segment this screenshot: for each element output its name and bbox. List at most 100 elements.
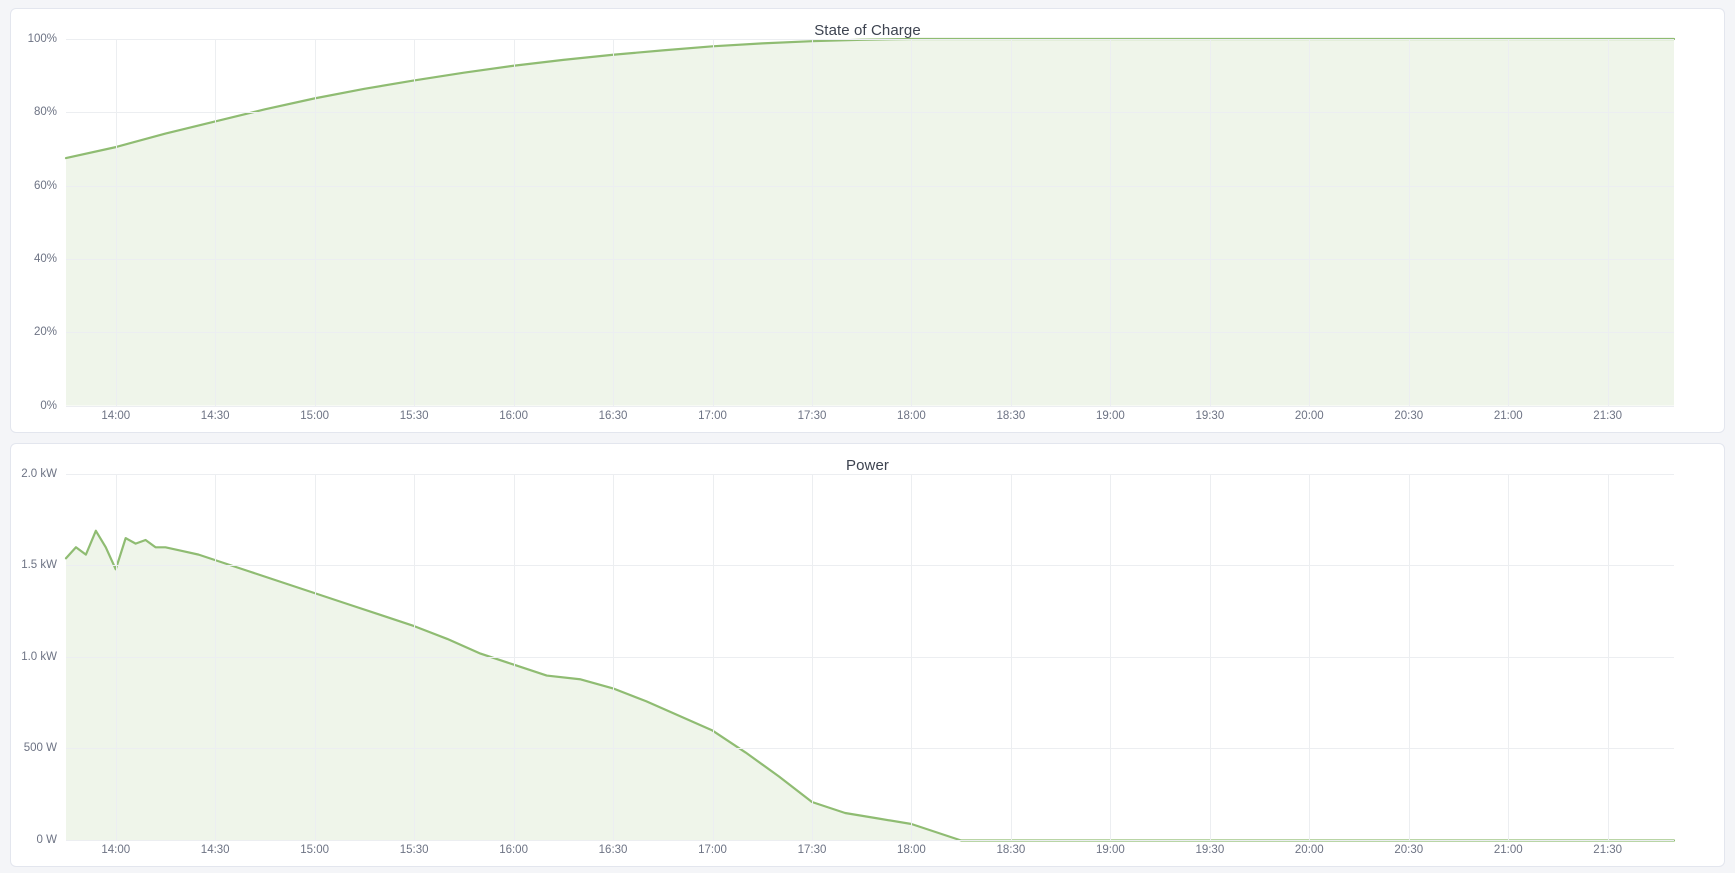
power-gridline-vertical [314,473,316,840]
state-of-charge-y-tick-label: 40% [33,252,57,265]
power-gridline-vertical [811,473,813,840]
power-x-tick-label: 17:30 [797,844,827,856]
power-gridline-vertical [1508,473,1510,840]
power-x-tick-label: 15:30 [399,844,429,856]
power-x-tick-label: 21:00 [1493,844,1523,856]
state-of-charge-x-tick-label: 17:30 [797,409,827,422]
state-of-charge-gridline-vertical [513,39,515,406]
state-of-charge-x-tick-label: 15:30 [399,409,429,422]
y-axis-state-of-charge: 100% 80% 60% 40% 20% 0% [11,33,63,412]
state-of-charge-gridline-vertical [1209,39,1211,406]
power-x-tick-label: 19:00 [1095,844,1125,856]
plot-area-power: 2.0 kW 1.5 kW 1.0 kW 500 W 0 W 14:00 14:30 15:… [11,468,1724,867]
state-of-charge-x-tick-label: 17:00 [698,409,727,422]
state-of-charge-y-tick-label: 0% [40,399,57,412]
power-x-tick-label: 18:00 [897,844,926,856]
power-y-tick-label: 500 W [23,742,57,755]
power-x-tick-label: 18:30 [996,844,1026,856]
state-of-charge-gridline-vertical [1508,39,1510,406]
power-gridline-vertical [215,473,217,840]
state-of-charge-gridline-horizontal [66,39,1674,40]
power-gridline-vertical [1110,473,1112,840]
state-of-charge-x-tick-label: 16:30 [598,409,628,422]
state-of-charge-y-tick-label: 60% [33,179,57,192]
power-gridline-horizontal [66,473,1674,475]
power-x-tick-label: 20:00 [1294,844,1324,856]
power-gridline-vertical [115,473,117,840]
power-y-tick-label: 2.0 kW [21,467,57,480]
state-of-charge-gridline-horizontal [66,332,1674,334]
power-x-tick-label: 16:30 [598,844,628,856]
power-gridline-vertical [1209,473,1211,840]
power-gridline-vertical [712,473,714,840]
power-area-fill [66,530,1674,840]
state-of-charge-x-tick-label: 20:30 [1394,409,1424,422]
state-of-charge-gridline-horizontal [66,112,1674,114]
power-x-tick-label: 15:00 [300,844,330,856]
state-of-charge-x-tick-label: 20:00 [1294,409,1324,422]
power-gridline-vertical [1309,473,1311,840]
series-state-of-charge [66,39,1674,406]
plot-canvas-power [66,473,1674,841]
state-of-charge-gridline-vertical [911,39,913,406]
power-gridline-vertical [513,473,515,840]
state-of-charge-gridline-vertical [613,39,615,406]
power-gridline-horizontal [66,840,1674,841]
power-x-tick-label: 14:30 [200,844,230,856]
state-of-charge-gridline-vertical [1309,39,1311,406]
power-y-tick-label: 1.0 kW [21,650,57,663]
power-gridline-vertical [414,473,416,840]
state-of-charge-x-tick-label: 21:30 [1593,409,1623,422]
power-y-tick-label: 0 W [36,834,57,846]
x-axis-state-of-charge: 14:00 14:30 15:00 15:30 16:00 16:30 17:00 17:30… [66,406,1674,432]
panel-title-state-of-charge: State of Charge [814,22,921,39]
state-of-charge-gridline-vertical [1010,39,1012,406]
state-of-charge-gridline-vertical [1408,39,1410,406]
state-of-charge-gridline-vertical [115,39,117,406]
state-of-charge-gridline-vertical [712,39,714,406]
y-axis-power: 2.0 kW 1.5 kW 1.0 kW 500 W 0 W [11,468,63,847]
state-of-charge-gridline-vertical [1110,39,1112,406]
state-of-charge-x-tick-label: 18:00 [897,409,926,422]
power-gridline-horizontal [66,565,1674,567]
power-gridline-vertical [911,473,913,840]
panel-title-power: Power [845,456,890,474]
power-gridline-horizontal [66,656,1674,658]
power-gridline-horizontal [66,748,1674,750]
state-of-charge-x-tick-label: 14:00 [101,409,131,422]
power-x-tick-label: 21:30 [1593,844,1623,856]
power-x-tick-label: 20:30 [1394,844,1424,856]
state-of-charge-y-tick-label: 100% [27,33,57,45]
power-x-tick-label: 16:00 [499,844,528,856]
x-axis-power: 14:00 14:30 15:00 15:30 16:00 16:30 17:00 17:30… [66,840,1674,866]
state-of-charge-gridline-horizontal [66,258,1674,260]
power-y-tick-label: 1.5 kW [21,559,57,572]
power-gridline-vertical [1408,473,1410,840]
plot-area-state-of-charge: 100% 80% 60% 40% 20% 0% 14:00 14:30 15:00 15:30 1… [11,33,1724,432]
state-of-charge-gridline-vertical [1607,39,1609,406]
state-of-charge-gridline-horizontal [66,185,1674,187]
state-of-charge-gridline-vertical [314,39,316,406]
state-of-charge-x-tick-label: 21:00 [1493,409,1523,422]
plot-canvas-state-of-charge [66,39,1674,407]
state-of-charge-x-tick-label: 19:30 [1195,409,1225,422]
power-x-tick-label: 14:00 [101,844,131,856]
state-of-charge-y-tick-label: 20% [33,326,57,339]
state-of-charge-gridline-vertical [811,39,813,406]
state-of-charge-x-tick-label: 18:30 [996,409,1026,422]
state-of-charge-x-tick-label: 16:00 [499,409,528,422]
state-of-charge-area-fill [66,39,1674,406]
state-of-charge-gridline-horizontal [66,405,1674,407]
power-gridline-vertical [613,473,615,840]
power-x-tick-label: 19:30 [1195,844,1225,856]
state-of-charge-gridline-vertical [215,39,217,406]
state-of-charge-x-tick-label: 14:30 [200,409,230,422]
state-of-charge-x-tick-label: 19:00 [1095,409,1125,422]
state-of-charge-gridline-vertical [414,39,416,406]
state-of-charge-y-tick-label: 80% [33,106,57,119]
panel-state-of-charge[interactable]: State of Charge 100% 80% 60% 40% 20% 0% 14:00… [10,8,1725,433]
power-x-tick-label: 17:00 [698,844,727,856]
power-gridline-vertical [1010,473,1012,840]
